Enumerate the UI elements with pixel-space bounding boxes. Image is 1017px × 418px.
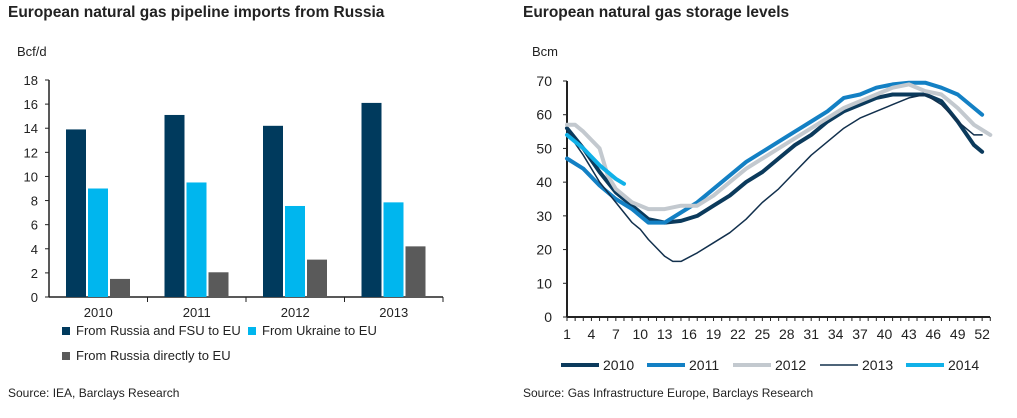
- right-source: Source: Gas Infrastructure Europe, Barcl…: [523, 386, 814, 400]
- line-series-2013: [566, 93, 983, 263]
- y-tick-label: 60: [536, 107, 552, 123]
- x-tick-label: 13: [657, 326, 673, 342]
- x-tick-label: 2011: [183, 305, 211, 320]
- legend-swatch: [62, 352, 70, 360]
- x-tick-label: 28: [779, 326, 795, 342]
- legend-label: 2013: [862, 357, 893, 373]
- y-tick-label: 0: [544, 309, 552, 325]
- legend-label: 2010: [603, 357, 634, 373]
- legend-swatch: [248, 327, 256, 335]
- bar-from-russia-and-fsu-to-eu-2012: [263, 125, 283, 297]
- y-tick-label: 30: [536, 208, 552, 224]
- legend-label: From Russia directly to EU: [76, 348, 231, 363]
- x-tick-label: 37: [852, 326, 868, 342]
- x-tick-label: 49: [950, 326, 966, 342]
- y-axis-label: Bcf/d: [17, 44, 47, 59]
- y-axis-label: Bcm: [532, 44, 558, 59]
- bar-from-ukraine-to-eu-2012: [285, 205, 305, 297]
- bar-from-ukraine-to-eu-2010: [88, 188, 108, 297]
- left-chart-title: European natural gas pipeline imports fr…: [8, 4, 385, 21]
- bar-from-russia-and-fsu-to-eu-2010: [66, 129, 86, 297]
- y-tick-label: 4: [31, 242, 38, 257]
- y-tick-label: 70: [536, 73, 552, 89]
- x-tick-label: 7: [612, 326, 620, 342]
- legend-swatch: [62, 327, 70, 335]
- right-chart-title: European natural gas storage levels: [523, 4, 790, 21]
- x-tick-label: 43: [901, 326, 917, 342]
- legend-label: From Russia and FSU to EU: [76, 323, 241, 338]
- y-tick-label: 14: [24, 121, 38, 136]
- x-tick-label: 31: [803, 326, 819, 342]
- y-tick-label: 20: [536, 242, 552, 258]
- y-tick-label: 18: [24, 73, 38, 88]
- y-tick-label: 16: [24, 97, 38, 112]
- bar-from-russia-directly-to-eu-2012: [307, 259, 327, 297]
- bar-from-russia-directly-to-eu-2013: [405, 246, 426, 297]
- bar-from-russia-directly-to-eu-2011: [208, 272, 229, 297]
- x-tick-label: 2010: [84, 305, 113, 320]
- left-source: Source: IEA, Barclays Research: [8, 386, 180, 400]
- x-tick-label: 25: [755, 326, 771, 342]
- x-tick-label: 40: [877, 326, 893, 342]
- y-tick-label: 12: [24, 145, 38, 160]
- x-tick-label: 2012: [281, 305, 310, 320]
- y-tick-label: 50: [536, 140, 552, 156]
- y-tick-label: 8: [31, 194, 38, 209]
- x-tick-label: 34: [828, 326, 844, 342]
- x-tick-label: 16: [681, 326, 697, 342]
- x-tick-label: 46: [926, 326, 942, 342]
- x-tick-label: 4: [588, 326, 596, 342]
- line-series-2014: [565, 132, 626, 186]
- legend-label: 2014: [948, 357, 979, 373]
- legend-label: 2011: [689, 357, 719, 373]
- bar-from-russia-and-fsu-to-eu-2011: [164, 114, 185, 297]
- y-tick-label: 10: [24, 169, 38, 184]
- y-tick-label: 10: [536, 275, 552, 291]
- bar-from-ukraine-to-eu-2013: [383, 202, 404, 297]
- legend-label: 2012: [775, 357, 806, 373]
- x-tick-label: 52: [974, 326, 990, 342]
- line-series-2010: [565, 92, 985, 225]
- y-tick-label: 2: [31, 266, 38, 281]
- bar-from-ukraine-to-eu-2011: [186, 182, 207, 297]
- x-tick-label: 1: [563, 326, 571, 342]
- x-tick-label: 2013: [379, 305, 408, 320]
- y-tick-label: 40: [536, 174, 552, 190]
- y-tick-label: 6: [31, 218, 38, 233]
- bar-from-russia-directly-to-eu-2010: [110, 278, 130, 297]
- x-tick-label: 19: [706, 326, 722, 342]
- legend-label: From Ukraine to EU: [262, 323, 377, 338]
- bar-from-russia-and-fsu-to-eu-2013: [361, 102, 382, 298]
- line-series-2011: [565, 80, 985, 225]
- line-series-2012: [565, 82, 993, 212]
- y-tick-label: 0: [31, 290, 38, 305]
- x-tick-label: 22: [730, 326, 746, 342]
- x-tick-label: 10: [632, 326, 648, 342]
